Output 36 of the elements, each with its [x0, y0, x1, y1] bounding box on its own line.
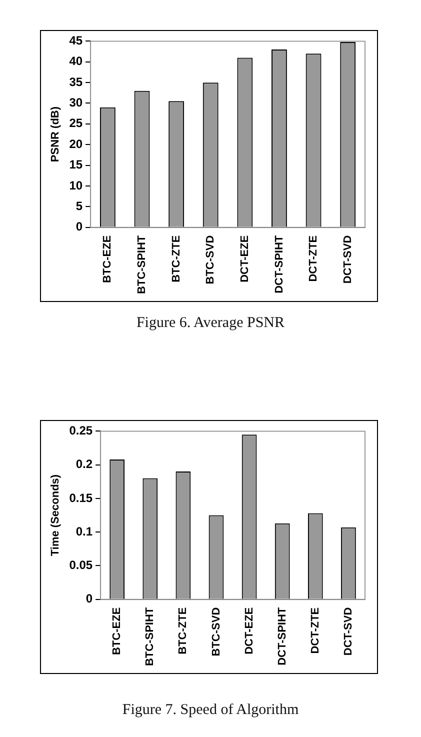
y-tick-label: 25 — [69, 116, 83, 130]
x-tick-label: BTC-SVD — [204, 235, 217, 284]
x-tick-label: DCT-ZTE — [308, 235, 320, 282]
x-tick-label: BTC-ZTE — [170, 235, 182, 282]
y-axis-title: PSNR (dB) — [50, 106, 62, 162]
y-tick-label: 0.1 — [76, 524, 93, 538]
x-tick-label: BTC-EZE — [111, 607, 124, 656]
x-tick-label: DCT-EZE — [238, 235, 251, 282]
x-tick-label: BTC-EZE — [102, 235, 114, 284]
x-tick-label: DCT-SVD — [342, 607, 355, 656]
y-tick-label: 0 — [76, 220, 83, 234]
y-tick-label: 0 — [86, 592, 93, 606]
x-tick-label: DCT-SVD — [342, 235, 354, 284]
y-tick-label: 45 — [69, 34, 83, 48]
x-tick-label: BTC-ZTE — [177, 607, 190, 654]
y-tick-label: 30 — [69, 96, 83, 110]
x-tick-label: DCT-SPIHT — [276, 607, 288, 666]
y-tick-label: 0.2 — [76, 457, 93, 472]
y-tick-label: 0.15 — [69, 490, 93, 505]
y-tick-label: 40 — [69, 54, 83, 68]
y-tick-label: 15 — [69, 158, 83, 172]
text: Figure 6. Average PSNR — [135, 315, 286, 332]
y-tick-label: 20 — [69, 136, 83, 151]
x-tick-label: BTC-SVD — [210, 607, 222, 656]
x-tick-label: BTC-SPIHT — [136, 235, 148, 294]
y-tick-label: 5 — [76, 198, 83, 213]
y-axis-title: Time (Seconds) — [50, 474, 62, 556]
y-tick-label: 35 — [69, 74, 83, 89]
y-tick-label: 0.05 — [69, 558, 93, 572]
x-tick-label: DCT-SPIHT — [273, 235, 286, 294]
x-tick-label: DCT-ZTE — [309, 607, 322, 654]
x-tick-label: DCT-EZE — [243, 607, 256, 654]
y-tick-label: 0.25 — [69, 424, 93, 438]
y-tick-label: 10 — [69, 178, 83, 192]
text: Figure 7. Speed of Algorithm — [121, 702, 300, 719]
x-tick-label: BTC-SPIHT — [144, 607, 156, 666]
